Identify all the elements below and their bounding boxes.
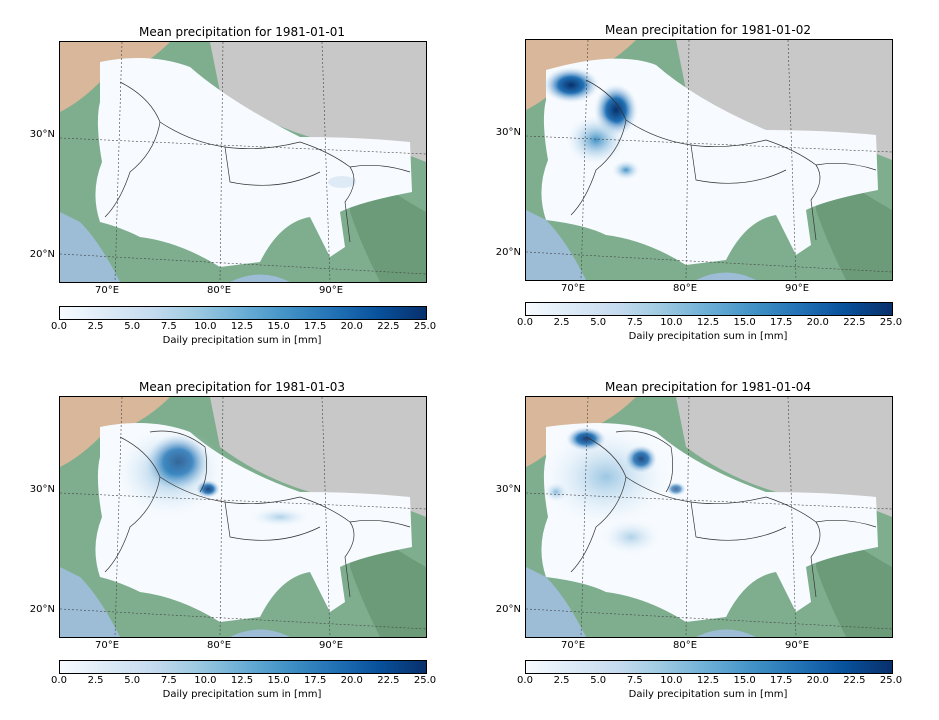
map-frame bbox=[59, 41, 427, 283]
colorbar-tick-label: 25.0 bbox=[879, 675, 903, 686]
lat-label-20: 20°N bbox=[495, 247, 521, 258]
colorbar-tick-label: 7.5 bbox=[626, 675, 643, 686]
colorbar-tick-label: 15.0 bbox=[267, 675, 290, 686]
colorbar-tick-label: 10.0 bbox=[660, 317, 683, 328]
map-canvas bbox=[60, 42, 426, 282]
colorbar-tick-label: 22.5 bbox=[843, 675, 866, 686]
colorbar-label: Daily precipitation sum in [mm] bbox=[628, 331, 788, 342]
lat-label-20: 20°N bbox=[29, 249, 55, 260]
colorbar-tick-label: 2.5 bbox=[553, 675, 570, 686]
map-frame bbox=[59, 396, 427, 638]
colorbar-tick-label: 12.5 bbox=[696, 675, 720, 686]
lon-label-70: 70°E bbox=[94, 285, 120, 296]
colorbar bbox=[59, 660, 427, 674]
colorbar-tick-label: 25.0 bbox=[413, 321, 437, 332]
colorbar-tick-label: 0.0 bbox=[51, 675, 67, 686]
colorbar-tick-label: 15.0 bbox=[733, 317, 756, 328]
colorbar-tick-label: 0.0 bbox=[51, 321, 67, 332]
lat-label-30: 30°N bbox=[495, 127, 521, 138]
colorbar-tick-label: 5.0 bbox=[124, 321, 141, 332]
panel-title: Mean precipitation for 1981-01-01 bbox=[139, 25, 345, 39]
lat-label-30: 30°N bbox=[29, 129, 55, 140]
lon-label-90: 90°E bbox=[784, 283, 810, 294]
colorbar-tick-label: 5.0 bbox=[124, 675, 141, 686]
map-frame bbox=[525, 396, 893, 638]
colorbar bbox=[525, 302, 893, 316]
colorbar-tick-label: 15.0 bbox=[733, 675, 756, 686]
colorbar-label: Daily precipitation sum in [mm] bbox=[162, 689, 322, 700]
colorbar-tick-label: 2.5 bbox=[87, 321, 104, 332]
map-canvas bbox=[526, 397, 892, 637]
colorbar-tick-label: 5.0 bbox=[590, 317, 607, 328]
panel-title: Mean precipitation for 1981-01-02 bbox=[605, 23, 811, 37]
colorbar-tick-label: 10.0 bbox=[194, 675, 217, 686]
colorbar-tick-label: 5.0 bbox=[590, 675, 607, 686]
colorbar-tick-label: 17.5 bbox=[770, 317, 793, 328]
lat-label-30: 30°N bbox=[29, 484, 55, 495]
colorbar-tick-label: 0.0 bbox=[517, 675, 533, 686]
lon-label-90: 90°E bbox=[784, 640, 810, 651]
colorbar-tick-label: 7.5 bbox=[160, 321, 177, 332]
colorbar bbox=[59, 306, 427, 320]
map-canvas bbox=[526, 40, 892, 280]
lon-label-90: 90°E bbox=[318, 640, 344, 651]
lon-label-70: 70°E bbox=[560, 640, 586, 651]
colorbar-tick-label: 12.5 bbox=[230, 675, 254, 686]
colorbar bbox=[525, 660, 893, 674]
colorbar-tick-label: 15.0 bbox=[267, 321, 290, 332]
colorbar-tick-label: 25.0 bbox=[879, 317, 903, 328]
lon-label-70: 70°E bbox=[94, 640, 120, 651]
lat-label-30: 30°N bbox=[495, 484, 521, 495]
colorbar-tick-label: 2.5 bbox=[87, 675, 104, 686]
colorbar-tick-label: 20.0 bbox=[340, 675, 363, 686]
colorbar-tick-label: 17.5 bbox=[304, 321, 327, 332]
colorbar-tick-label: 0.0 bbox=[517, 317, 533, 328]
lon-label-80: 80°E bbox=[206, 640, 232, 651]
colorbar-tick-label: 2.5 bbox=[553, 317, 570, 328]
map-panel-3: Mean precipitation for 1981-01-03 bbox=[30, 380, 479, 720]
colorbar-tick-label: 7.5 bbox=[160, 675, 177, 686]
colorbar-tick-label: 20.0 bbox=[340, 321, 363, 332]
colorbar-tick-label: 17.5 bbox=[304, 675, 327, 686]
map-panel-1: Mean precipitation for 1981-01-01 bbox=[30, 25, 479, 365]
panel-title: Mean precipitation for 1981-01-03 bbox=[139, 380, 345, 394]
colorbar-tick-label: 25.0 bbox=[413, 675, 437, 686]
colorbar-tick-label: 20.0 bbox=[806, 675, 829, 686]
colorbar-tick-label: 20.0 bbox=[806, 317, 829, 328]
colorbar-tick-label: 10.0 bbox=[194, 321, 217, 332]
colorbar-tick-label: 22.5 bbox=[843, 317, 866, 328]
lon-label-80: 80°E bbox=[672, 283, 698, 294]
lat-label-20: 20°N bbox=[495, 604, 521, 615]
map-canvas bbox=[60, 397, 426, 637]
colorbar-tick-label: 17.5 bbox=[770, 675, 793, 686]
map-frame bbox=[525, 39, 893, 281]
colorbar-label: Daily precipitation sum in [mm] bbox=[162, 335, 322, 346]
colorbar-tick-label: 22.5 bbox=[377, 321, 400, 332]
colorbar-tick-label: 7.5 bbox=[626, 317, 643, 328]
lon-label-80: 80°E bbox=[206, 285, 232, 296]
map-panel-2: Mean precipitation for 1981-01-02 bbox=[496, 23, 939, 363]
lat-label-20: 20°N bbox=[29, 604, 55, 615]
colorbar-tick-label: 10.0 bbox=[660, 675, 683, 686]
lon-label-90: 90°E bbox=[318, 285, 344, 296]
lon-label-80: 80°E bbox=[672, 640, 698, 651]
map-panel-4: Mean precipitation for 1981-01-04 bbox=[496, 380, 939, 720]
panel-title: Mean precipitation for 1981-01-04 bbox=[605, 380, 811, 394]
lon-label-70: 70°E bbox=[560, 283, 586, 294]
colorbar-tick-label: 22.5 bbox=[377, 675, 400, 686]
colorbar-label: Daily precipitation sum in [mm] bbox=[628, 689, 788, 700]
colorbar-tick-label: 12.5 bbox=[696, 317, 720, 328]
colorbar-tick-label: 12.5 bbox=[230, 321, 254, 332]
